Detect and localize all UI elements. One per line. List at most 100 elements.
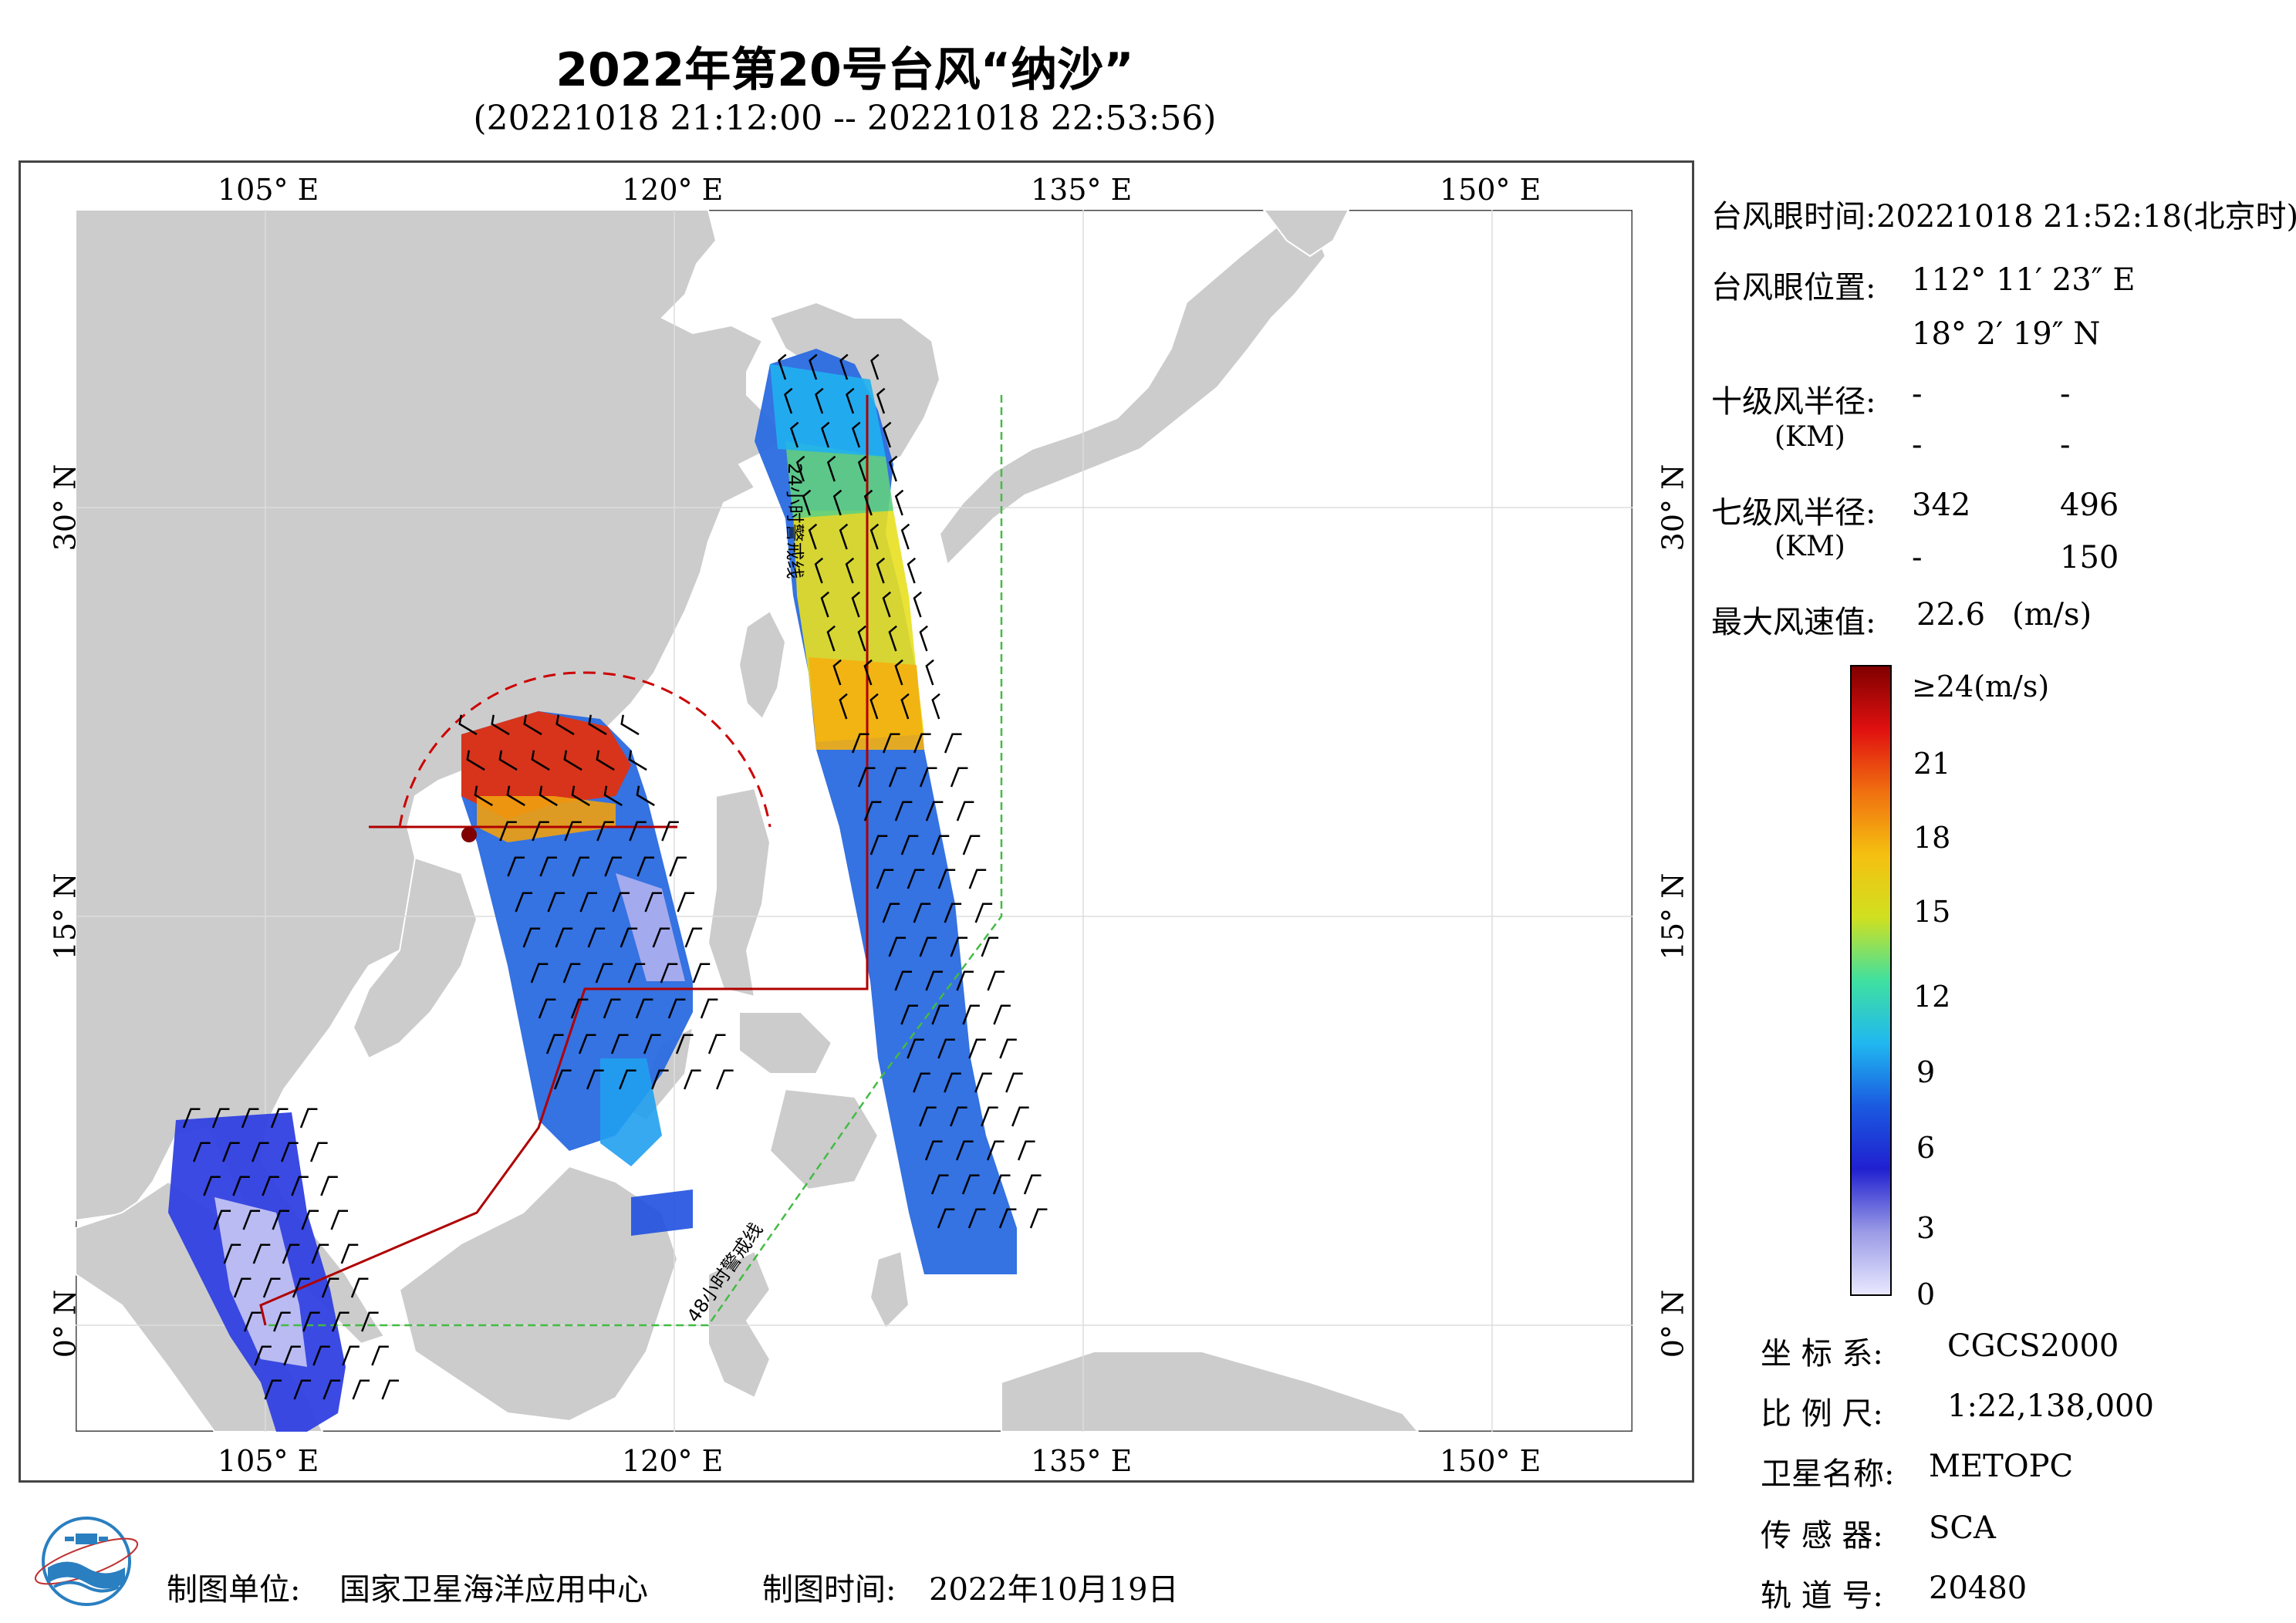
wind-barb <box>808 523 818 550</box>
wind-barb <box>950 936 968 957</box>
wind-barb <box>937 1208 955 1229</box>
r7-label: 七级风半径: <box>1711 495 1876 531</box>
wind-barb <box>628 750 647 771</box>
wind-barb <box>233 1277 252 1298</box>
wind-barb <box>944 903 962 923</box>
r10-value-se: - <box>2060 376 2071 412</box>
wind-barb <box>636 856 654 877</box>
wind-barb <box>968 869 987 889</box>
map-frame <box>19 160 1694 1483</box>
wind-barb <box>851 733 869 754</box>
wind-barb <box>588 714 607 736</box>
colorbar-label-15: 15 <box>1913 895 1951 929</box>
japan-islands <box>938 216 1327 566</box>
wind-barb <box>371 1345 389 1366</box>
wind-barb <box>882 591 892 618</box>
wind-barb <box>845 557 855 584</box>
warning-24h-line <box>259 395 869 1326</box>
wind-barb <box>320 1176 338 1196</box>
sulawesi-island <box>707 1250 772 1399</box>
scale-label: 比 例 尺: <box>1761 1396 1883 1432</box>
wind-barb <box>252 1142 269 1162</box>
wind-barb <box>283 1345 301 1366</box>
wind-barb <box>523 714 542 736</box>
wind-barb <box>870 353 880 380</box>
eye-latitude: 18° 2′ 19″ N <box>1912 316 2101 352</box>
wind-barb <box>262 1176 279 1196</box>
wind-barb <box>636 785 655 807</box>
wind-barb <box>241 1108 259 1129</box>
wind-barb <box>888 936 907 957</box>
wind-barb <box>547 892 566 913</box>
wind-barb <box>815 387 824 414</box>
wind-barb <box>252 1243 271 1264</box>
map-subtitle: (20221018 21:12:00 -- 20221018 22:53:56) <box>473 99 1217 138</box>
wind-barb <box>223 1243 241 1264</box>
wind-speed-colorbar <box>1850 665 1892 1296</box>
wind-barb <box>499 821 517 842</box>
wind-barb <box>281 1142 299 1162</box>
new-guinea <box>1001 1351 1420 1432</box>
wind-barb <box>876 869 894 889</box>
wind-barb <box>299 1108 318 1129</box>
wind-barb <box>620 927 638 948</box>
wind-barb <box>919 625 928 652</box>
wind-barb <box>635 998 653 1019</box>
wind-barb <box>677 892 695 913</box>
wind-barb <box>857 625 866 652</box>
wind-barb <box>651 1069 669 1090</box>
wind-barb <box>330 1210 349 1230</box>
wind-barb <box>610 1034 629 1054</box>
wind-barb <box>956 801 974 822</box>
wind-barb <box>876 557 886 584</box>
wind-barb <box>882 421 892 448</box>
wind-barb <box>882 733 900 754</box>
wind-barb <box>795 455 805 482</box>
wind-barb <box>967 1208 986 1229</box>
colorbar-label-24: ≥24(m/s) <box>1912 670 2050 704</box>
wind-barb <box>826 625 836 652</box>
wind-barb <box>839 693 848 720</box>
wind-barb <box>586 1069 604 1090</box>
warning-24h-label: 24小时警戒线 <box>784 463 805 579</box>
wind-barb <box>474 785 493 807</box>
wind-barb <box>627 963 646 984</box>
wind-barb <box>882 903 900 923</box>
wind-barb <box>292 1277 310 1298</box>
colorbar-label-9: 9 <box>1916 1055 1936 1089</box>
eye-time-value: 20221018 21:52:18(北京时) <box>1876 199 2296 235</box>
wind-barb <box>962 1004 980 1025</box>
wind-barb <box>962 835 981 855</box>
date-label: 制图时间: <box>762 1572 896 1608</box>
wind-barb <box>907 869 925 889</box>
max-wind-unit: (m/s) <box>2012 597 2092 633</box>
wind-barb <box>802 489 812 516</box>
visayas-islands <box>738 1011 833 1075</box>
eye-time-label: 台风眼时间: <box>1711 199 1876 235</box>
wind-barb <box>629 821 647 842</box>
wind-barb <box>311 1243 329 1264</box>
r7-value-se: 496 <box>2060 488 2119 523</box>
lon-label-bottom-120: 120° E <box>622 1444 724 1478</box>
wind-barb <box>211 1108 230 1129</box>
wind-barb <box>244 1311 262 1332</box>
wind-barbs <box>182 353 1048 1400</box>
wind-barb <box>332 1311 349 1332</box>
wind-barb <box>352 1379 370 1400</box>
lat-label-right-0: 0° N <box>1656 1289 1690 1358</box>
wind-barb <box>907 557 917 584</box>
wind-barb <box>619 1069 636 1090</box>
wind-barb <box>578 1034 596 1054</box>
wind-barb <box>293 1379 312 1400</box>
sensor-value: SCA <box>1929 1510 1996 1546</box>
wind-barb <box>869 523 880 550</box>
wind-barb <box>925 659 934 686</box>
wind-barb <box>564 821 582 842</box>
colorbar-label-0: 0 <box>1916 1277 1936 1311</box>
wind-barb <box>944 1072 961 1093</box>
wind-barb <box>888 767 907 788</box>
wind-barb <box>919 936 937 957</box>
wind-barb <box>869 835 888 855</box>
wind-barb <box>784 387 793 414</box>
date-value: 2022年10月19日 <box>929 1572 1179 1608</box>
